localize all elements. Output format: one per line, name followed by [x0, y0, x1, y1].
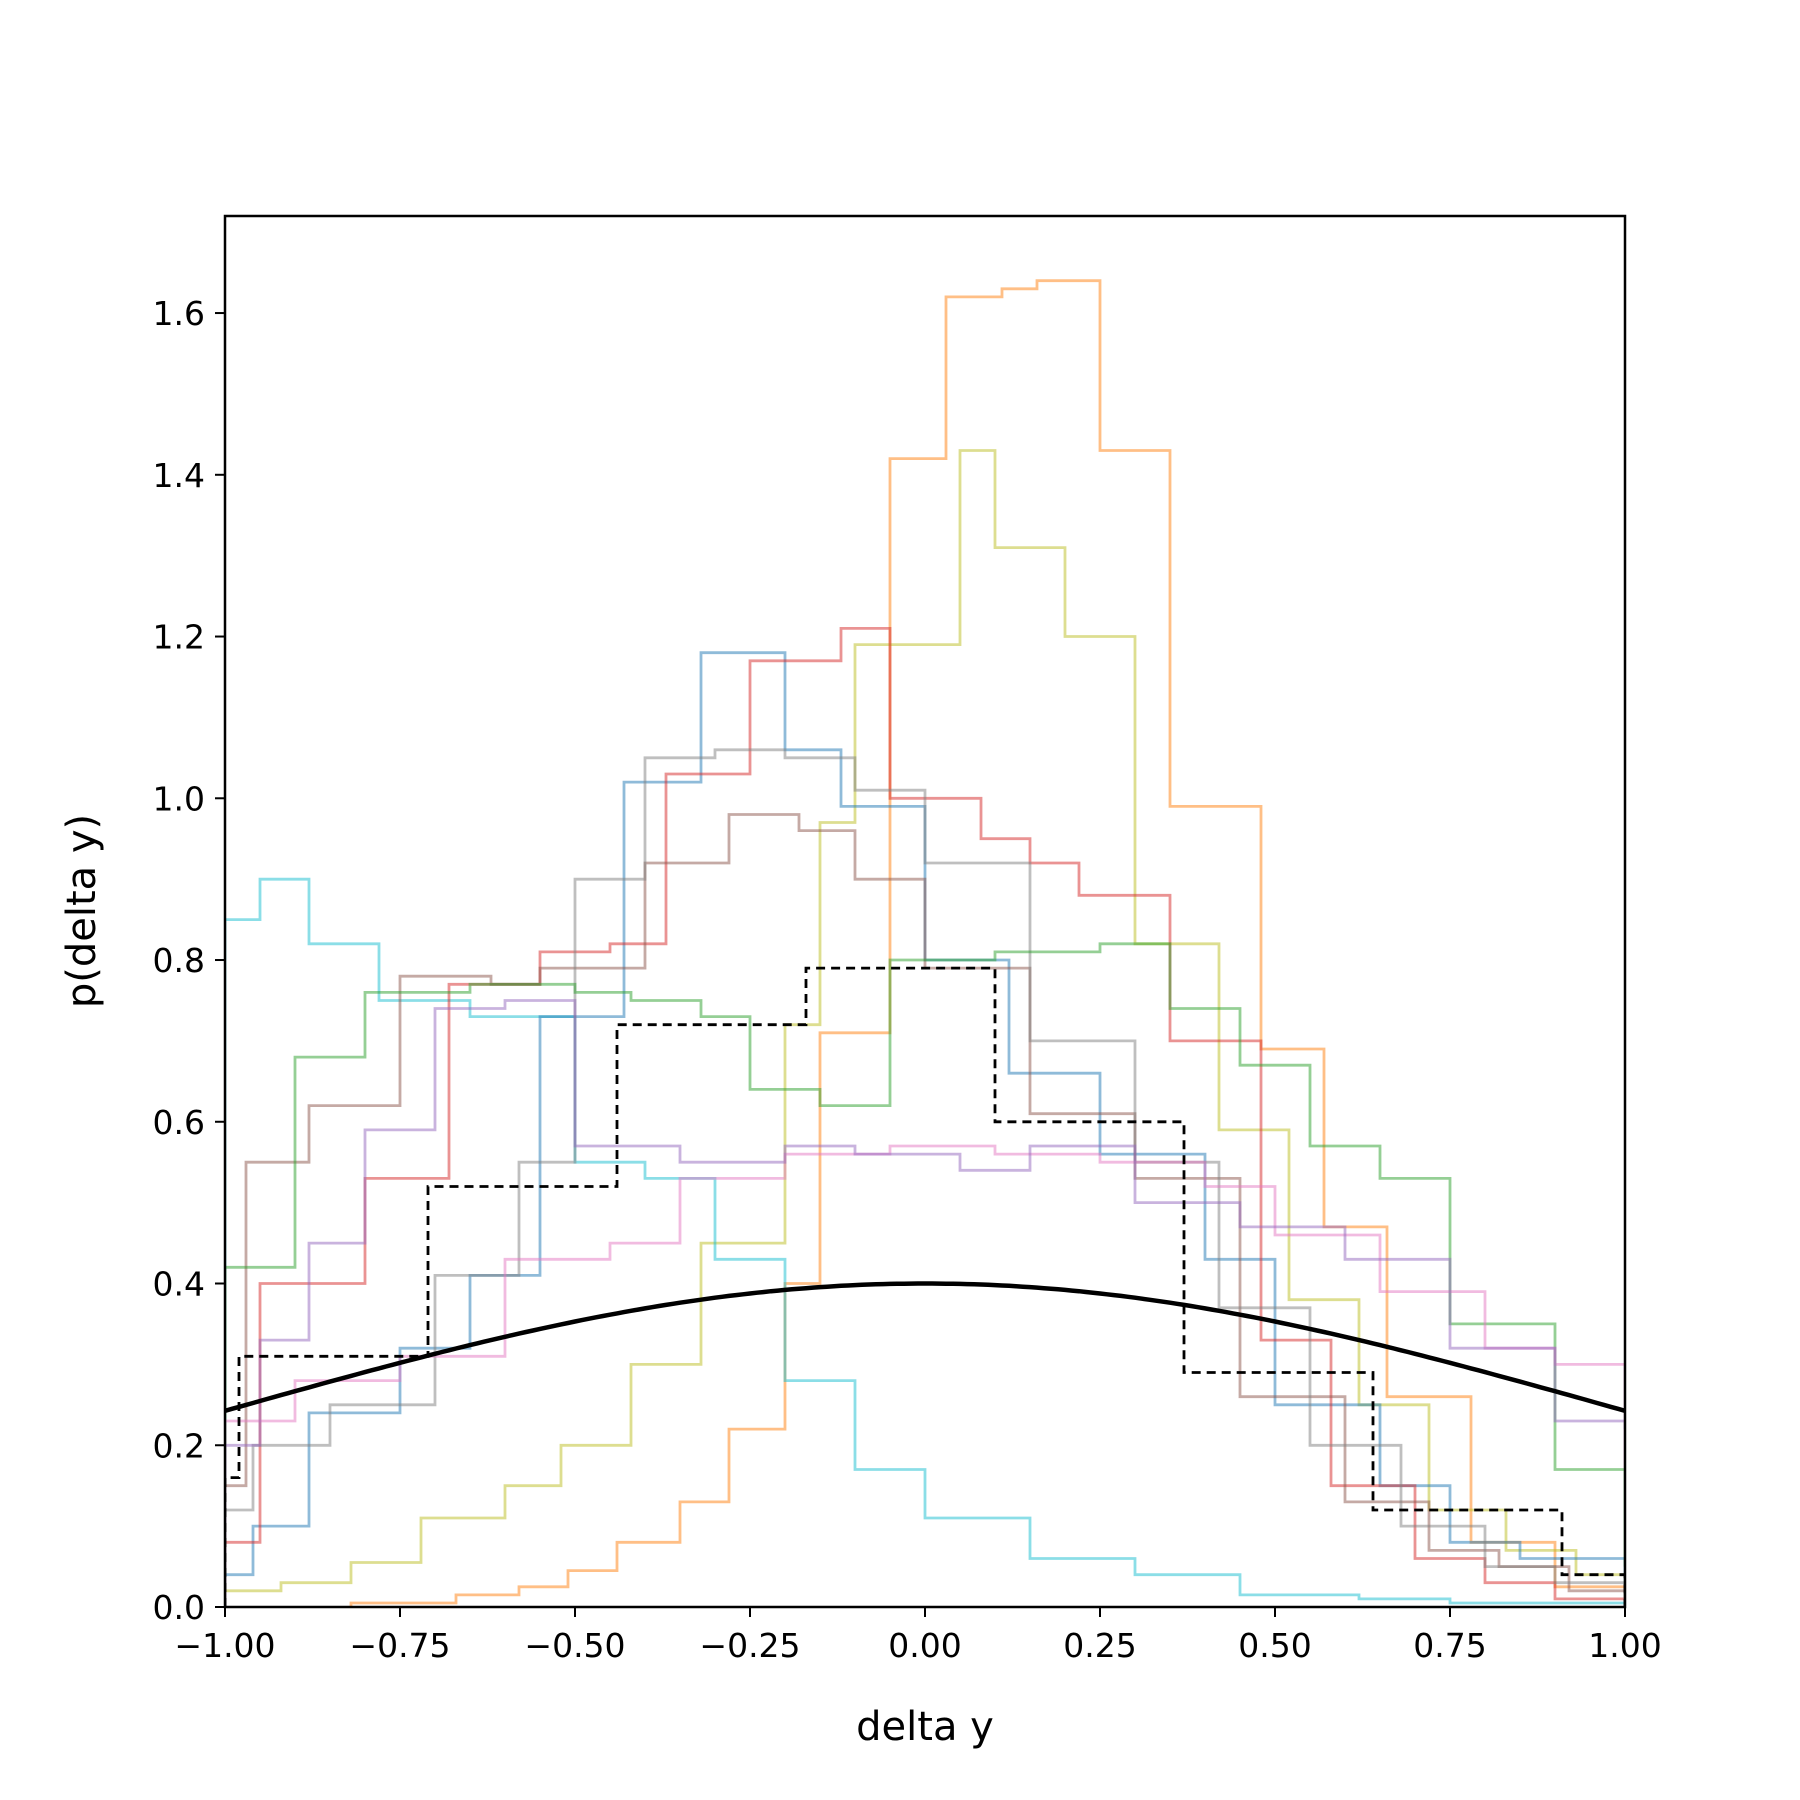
y-tick-label: 0.8 [153, 941, 205, 980]
y-tick-label: 1.4 [153, 456, 205, 495]
x-tick-label: −1.00 [174, 1626, 275, 1665]
y-tick-label: 0.2 [153, 1426, 205, 1465]
histogram-series-2 [225, 449, 1625, 1607]
y-tick-label: 1.0 [153, 779, 205, 818]
histogram-series-3 [225, 877, 1625, 1607]
y-axis-ticks: 0.0 0.2 0.4 0.6 0.8 1.0 1.2 1.4 1.6 [153, 294, 225, 1627]
x-tick-label: 0.75 [1413, 1626, 1486, 1665]
x-tick-label: 0.25 [1063, 1626, 1136, 1665]
histogram-series-8 [225, 942, 1625, 1607]
x-tick-label: −0.50 [524, 1626, 625, 1665]
histogram-series-5 [225, 627, 1625, 1607]
x-tick-label: 0.50 [1238, 1626, 1311, 1665]
y-tick-label: 0.6 [153, 1103, 205, 1142]
histogram-series-1 [349, 279, 1625, 1607]
histogram-series-4 [225, 651, 1625, 1607]
normal-curve-group [225, 1281, 1625, 1413]
y-axis-label: p(delta y) [59, 814, 105, 1008]
y-tick-label: 0.0 [153, 1588, 205, 1627]
normal-curve-line [225, 1281, 1625, 1413]
x-tick-label: 1.00 [1588, 1626, 1661, 1665]
histogram-series-7 [225, 748, 1625, 1607]
x-axis-label: delta y [856, 1704, 994, 1750]
y-tick-label: 0.4 [153, 1265, 205, 1304]
y-tick-label: 1.2 [153, 618, 205, 657]
x-tick-label: −0.25 [699, 1626, 800, 1665]
histogram-series-6 [225, 813, 1625, 1607]
x-axis-ticks: −1.00 −0.75 −0.50 −0.25 0.00 0.25 0.50 0.75 1.00 [174, 1607, 1662, 1665]
x-tick-label: 0.00 [888, 1626, 961, 1665]
y-tick-label: 1.6 [153, 294, 205, 333]
histogram-series-group [225, 279, 1625, 1607]
histogram-series-10 [225, 999, 1625, 1607]
x-tick-label: −0.75 [349, 1626, 450, 1665]
